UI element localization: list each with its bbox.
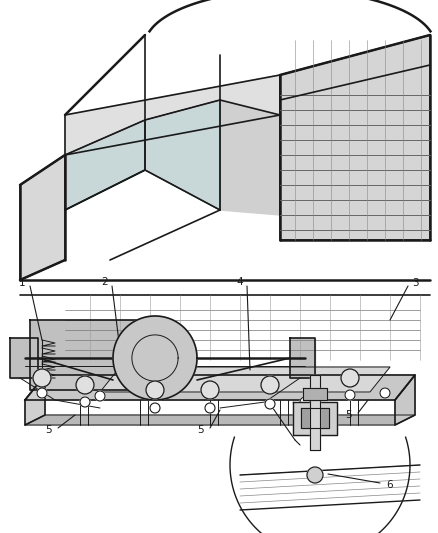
Polygon shape <box>65 100 280 215</box>
Polygon shape <box>293 402 337 435</box>
Polygon shape <box>290 338 315 378</box>
Circle shape <box>150 403 160 413</box>
Circle shape <box>307 467 323 483</box>
Polygon shape <box>395 375 415 425</box>
Circle shape <box>205 403 215 413</box>
Text: 1: 1 <box>19 278 25 288</box>
Polygon shape <box>301 408 329 428</box>
Polygon shape <box>30 320 140 390</box>
Polygon shape <box>20 155 65 280</box>
Polygon shape <box>303 388 327 400</box>
Circle shape <box>341 369 359 387</box>
Text: 6: 6 <box>387 480 393 490</box>
Polygon shape <box>280 35 430 240</box>
Polygon shape <box>100 367 390 392</box>
Circle shape <box>261 376 279 394</box>
Text: 5: 5 <box>345 410 351 420</box>
Text: 5: 5 <box>45 425 51 435</box>
Text: 3: 3 <box>412 278 418 288</box>
Polygon shape <box>65 120 145 210</box>
Circle shape <box>300 397 310 407</box>
Text: 2: 2 <box>102 277 108 287</box>
Polygon shape <box>25 375 415 400</box>
Circle shape <box>201 381 219 399</box>
Polygon shape <box>113 316 197 400</box>
Polygon shape <box>145 100 220 210</box>
Circle shape <box>265 399 275 409</box>
Circle shape <box>80 397 90 407</box>
Circle shape <box>95 391 105 401</box>
Circle shape <box>33 369 51 387</box>
Circle shape <box>146 381 164 399</box>
Circle shape <box>345 390 355 400</box>
Text: 4: 4 <box>237 277 244 287</box>
Circle shape <box>76 376 94 394</box>
Polygon shape <box>310 375 320 450</box>
Circle shape <box>380 388 390 398</box>
Text: 5: 5 <box>197 425 203 435</box>
Circle shape <box>37 388 47 398</box>
Polygon shape <box>65 75 280 155</box>
Polygon shape <box>25 375 45 425</box>
Polygon shape <box>10 338 38 378</box>
Polygon shape <box>25 415 415 425</box>
